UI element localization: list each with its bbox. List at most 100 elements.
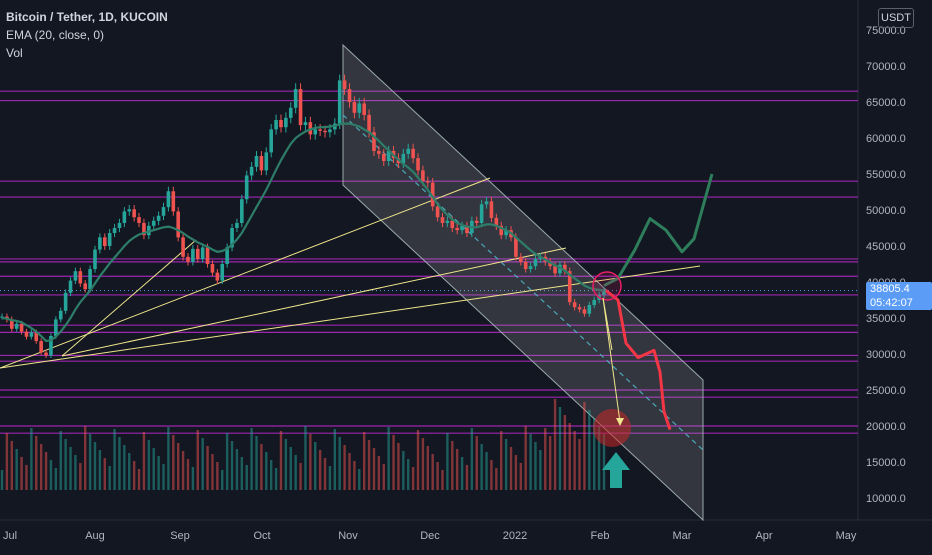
y-tick-label: 55000.0 bbox=[866, 169, 906, 181]
volume-bar bbox=[558, 407, 562, 490]
volume-bar bbox=[593, 418, 596, 490]
volume-bar bbox=[74, 455, 77, 490]
candle-body bbox=[102, 237, 107, 246]
candle-body bbox=[73, 271, 78, 281]
volume-bar bbox=[25, 465, 28, 490]
volume-bar bbox=[407, 459, 410, 490]
volume-bar bbox=[597, 426, 601, 490]
candle-body bbox=[582, 309, 587, 314]
volume-bar bbox=[431, 454, 434, 490]
candle-body bbox=[259, 156, 264, 171]
volume-bar bbox=[265, 452, 268, 490]
y-tick-label: 60000.0 bbox=[866, 133, 906, 145]
candle-body bbox=[567, 271, 572, 303]
candle-body bbox=[499, 225, 504, 236]
candle-body bbox=[0, 316, 4, 318]
volume-bar bbox=[504, 439, 508, 490]
volume-bar bbox=[186, 459, 190, 490]
volume-bar bbox=[485, 452, 488, 490]
volume-bar bbox=[269, 460, 273, 490]
bullish-forecast-path bbox=[603, 173, 714, 287]
candle-body bbox=[19, 323, 24, 332]
candle-body bbox=[14, 323, 19, 329]
volume-bar bbox=[240, 457, 244, 490]
x-tick-label: Aug bbox=[85, 530, 105, 542]
volume-bar bbox=[314, 442, 317, 490]
volume-bar bbox=[103, 458, 106, 490]
volume-bar bbox=[235, 449, 239, 490]
candle-body bbox=[156, 215, 161, 221]
volume-bar bbox=[323, 458, 327, 490]
candle-body bbox=[455, 228, 459, 231]
candle-body bbox=[450, 220, 455, 228]
volume-bar bbox=[470, 428, 474, 490]
volume-bar bbox=[509, 447, 513, 490]
candle-body bbox=[518, 256, 523, 262]
volume-bar bbox=[54, 468, 58, 490]
candle-body bbox=[337, 80, 342, 124]
volume-bar bbox=[10, 441, 13, 490]
y-tick-label: 50000.0 bbox=[866, 205, 906, 217]
candle-body bbox=[352, 102, 357, 113]
candle-body bbox=[342, 80, 347, 90]
x-tick-label: Apr bbox=[755, 530, 772, 542]
volume-indicator-label[interactable]: Vol bbox=[6, 46, 23, 60]
volume-bar bbox=[245, 465, 248, 490]
ema-indicator-label[interactable]: EMA (20, close, 0) bbox=[6, 28, 105, 42]
volume-bar bbox=[348, 453, 351, 490]
bar-countdown: 05:42:07 bbox=[870, 297, 913, 309]
currency-button[interactable]: USDT bbox=[878, 8, 914, 28]
candle-body bbox=[249, 166, 254, 176]
volume-bar bbox=[333, 429, 337, 490]
candle-body bbox=[445, 220, 450, 223]
candle-body bbox=[107, 233, 112, 246]
volume-bar bbox=[553, 399, 557, 490]
volume-bar bbox=[514, 455, 518, 490]
candle-body bbox=[514, 237, 518, 257]
candle-body bbox=[328, 129, 332, 133]
up-arrow-icon bbox=[602, 452, 630, 488]
volume-bar bbox=[211, 454, 214, 490]
candle-body bbox=[386, 150, 391, 162]
volume-bar bbox=[142, 432, 146, 490]
volume-bar bbox=[49, 460, 53, 490]
volume-bar bbox=[201, 438, 204, 490]
volume-bar bbox=[563, 415, 567, 490]
volume-bar bbox=[35, 436, 38, 490]
volume-bar bbox=[279, 431, 283, 490]
volume-bar bbox=[260, 444, 263, 490]
volume-bar bbox=[387, 427, 390, 490]
volume-bar bbox=[255, 436, 258, 490]
candle-body bbox=[602, 290, 606, 295]
candle-body bbox=[29, 332, 34, 337]
volume-bar bbox=[367, 440, 371, 490]
candle-body bbox=[205, 247, 210, 264]
volume-bar bbox=[309, 434, 312, 490]
candle-body bbox=[313, 129, 318, 135]
volume-bar bbox=[79, 463, 82, 490]
volume-bar bbox=[250, 428, 253, 490]
volume-bar bbox=[147, 440, 151, 490]
candle-body bbox=[142, 222, 146, 236]
candle-body bbox=[230, 228, 234, 248]
y-tick-label: 75000.0 bbox=[866, 25, 906, 37]
volume-bar bbox=[465, 465, 469, 490]
candle-body bbox=[93, 249, 97, 270]
y-tick-label: 20000.0 bbox=[866, 421, 906, 433]
volume-bar bbox=[338, 437, 341, 490]
candle-body bbox=[293, 89, 298, 108]
candle-body bbox=[592, 300, 597, 306]
volume-bar bbox=[289, 447, 292, 490]
candle-body bbox=[435, 206, 440, 218]
candle-body bbox=[318, 129, 322, 131]
candle-body bbox=[220, 264, 225, 281]
candle-body bbox=[127, 209, 132, 212]
candle-body bbox=[58, 310, 63, 320]
highlight-circle bbox=[592, 271, 622, 301]
trend-line bbox=[0, 177, 491, 369]
volume-bar bbox=[377, 456, 381, 490]
candle-body bbox=[421, 170, 425, 182]
volume-bar bbox=[588, 410, 591, 490]
